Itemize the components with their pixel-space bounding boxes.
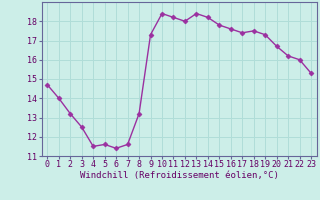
X-axis label: Windchill (Refroidissement éolien,°C): Windchill (Refroidissement éolien,°C)	[80, 171, 279, 180]
